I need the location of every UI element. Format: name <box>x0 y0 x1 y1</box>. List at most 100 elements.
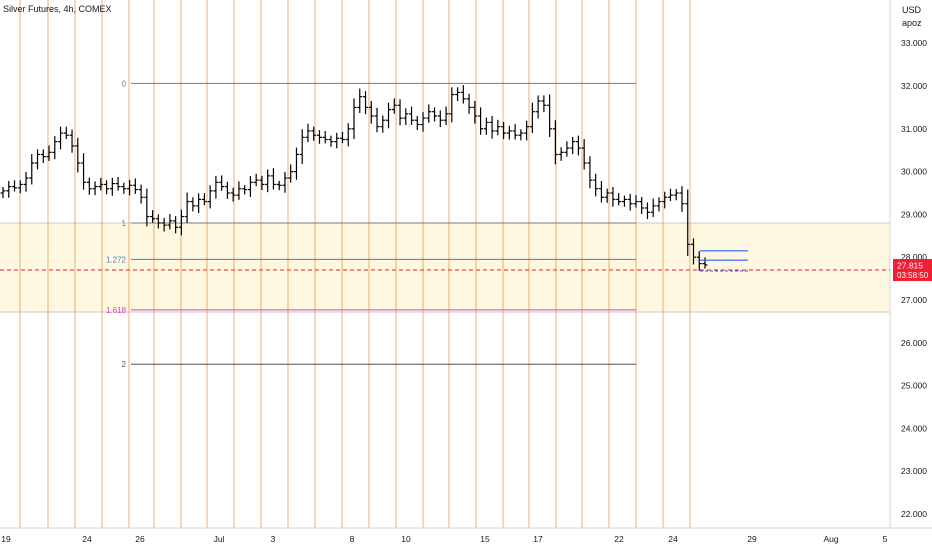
price-tick-label: 24.000 <box>901 423 927 433</box>
fib-zone <box>0 222 890 313</box>
candle <box>63 126 69 140</box>
price-tick-label: 31.000 <box>901 124 927 134</box>
price-label-box <box>893 259 932 282</box>
candle <box>230 187 236 202</box>
candle <box>391 98 397 114</box>
candle <box>443 106 449 125</box>
fib-level-label: 1.618 <box>106 306 127 315</box>
candle <box>167 213 173 230</box>
candle <box>178 209 184 236</box>
time-tick-label: 24 <box>82 534 92 544</box>
candle <box>52 136 58 160</box>
candle <box>132 178 138 194</box>
price-label-countdown: 03:58:50 <box>897 271 929 280</box>
candle <box>69 129 75 153</box>
candle <box>558 147 564 161</box>
candle <box>190 197 196 212</box>
candle <box>161 217 167 232</box>
time-tick-label: 3 <box>271 534 276 544</box>
time-tick-label: 19 <box>1 534 11 544</box>
candle <box>512 124 518 140</box>
candle <box>414 115 420 131</box>
fib-level-label: 0 <box>122 79 127 88</box>
candle <box>529 102 535 134</box>
time-tick-label: Aug <box>823 534 838 544</box>
candle <box>6 181 12 198</box>
time-tick-label: 17 <box>533 534 543 544</box>
candle <box>293 147 299 180</box>
candle <box>305 123 311 143</box>
candle <box>581 139 587 170</box>
candle <box>276 180 282 191</box>
time-tick-label: 22 <box>614 534 624 544</box>
candle <box>357 88 363 113</box>
candle <box>518 129 524 141</box>
candle <box>466 93 472 114</box>
candle <box>650 198 656 217</box>
candle <box>374 107 380 133</box>
candle <box>81 153 87 190</box>
candle <box>29 154 35 185</box>
candle <box>662 191 668 209</box>
time-tick-label: 26 <box>135 534 145 544</box>
price-tick-label: 27.000 <box>901 295 927 305</box>
candle <box>575 135 581 156</box>
price-tick-label: 30.000 <box>901 167 927 177</box>
candle <box>627 193 633 211</box>
candle <box>98 178 104 191</box>
time-tick-label: 10 <box>401 534 411 544</box>
candle <box>334 132 340 149</box>
currency-label: USD <box>902 5 922 15</box>
candle <box>368 100 374 124</box>
candle <box>420 112 426 132</box>
time-tick-label: Jul <box>214 534 225 544</box>
time-axis: 19 24 26 Jul 3 8 10 15 17 22 24 29 Aug 5 <box>0 527 932 544</box>
price-tick-label: 22.000 <box>901 509 927 519</box>
candle <box>483 117 489 135</box>
candle <box>247 176 253 198</box>
candle <box>696 251 702 271</box>
candle <box>501 121 507 140</box>
candle <box>0 187 6 199</box>
time-tick-label: 15 <box>480 534 490 544</box>
candle <box>685 189 691 256</box>
candle <box>138 184 144 204</box>
price-tick-label: 28.000 <box>901 252 927 262</box>
fib-level-label: 1.272 <box>106 255 127 264</box>
candle <box>345 123 351 147</box>
price-tick-label: 29.000 <box>901 209 927 219</box>
candle <box>270 168 276 190</box>
candle <box>673 189 679 201</box>
candle <box>437 110 443 128</box>
candle <box>236 181 242 200</box>
candle <box>173 216 179 234</box>
candle <box>455 87 461 101</box>
candle <box>604 188 610 203</box>
candle <box>351 98 357 140</box>
price-axis: 22.000 23.000 24.000 25.000 26.000 27.000 28.0… <box>889 0 927 528</box>
candle <box>316 130 322 144</box>
candle <box>328 135 334 147</box>
price-label-value: 27.815 <box>897 261 923 271</box>
candle <box>17 180 23 194</box>
candle <box>253 173 259 187</box>
candle <box>426 104 432 123</box>
candle <box>564 141 570 157</box>
candle <box>282 171 288 193</box>
candle <box>339 131 345 144</box>
candle <box>363 91 369 115</box>
candle <box>702 257 708 269</box>
candle <box>104 180 110 195</box>
price-tick-label: 23.000 <box>901 466 927 476</box>
price-tick-label: 32.000 <box>901 81 927 91</box>
candle <box>380 115 386 133</box>
candle <box>46 145 52 161</box>
candle <box>667 188 673 202</box>
candle <box>587 156 593 189</box>
candle <box>639 196 645 214</box>
candle <box>12 180 18 192</box>
candle <box>265 169 271 193</box>
candle <box>616 193 622 206</box>
